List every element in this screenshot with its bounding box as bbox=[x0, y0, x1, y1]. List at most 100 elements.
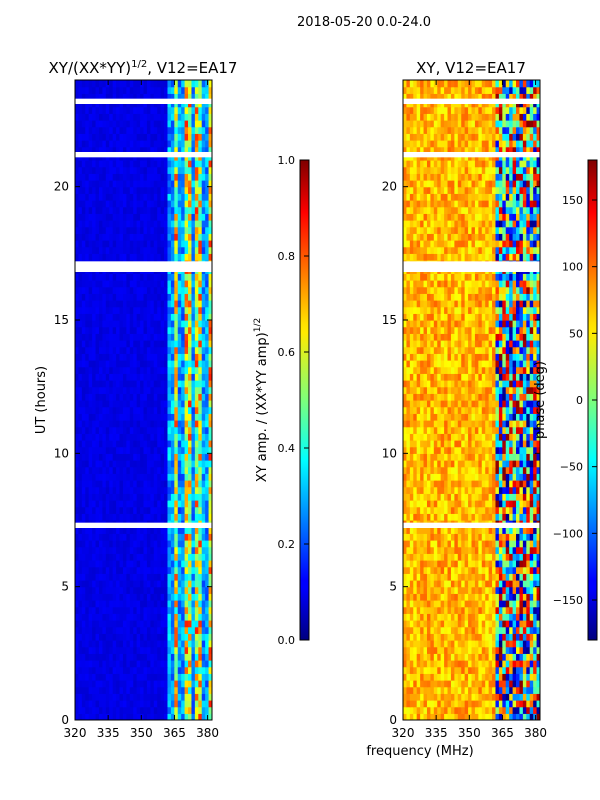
heatmap-cell bbox=[529, 633, 534, 641]
heatmap-cell bbox=[447, 566, 452, 574]
heatmap-cell bbox=[184, 533, 189, 541]
heatmap-cell bbox=[498, 593, 503, 601]
heatmap-cell bbox=[194, 540, 199, 548]
heatmap-cell bbox=[181, 186, 186, 194]
heatmap-cell bbox=[129, 180, 134, 188]
heatmap-cell bbox=[201, 613, 206, 621]
heatmap-cell bbox=[464, 633, 469, 641]
heatmap-cell bbox=[409, 706, 414, 714]
heatmap-cell bbox=[112, 220, 117, 228]
heatmap-cell bbox=[164, 640, 169, 648]
heatmap-cell bbox=[136, 360, 141, 368]
heatmap-cell bbox=[177, 253, 182, 261]
heatmap-cell bbox=[109, 546, 114, 554]
heatmap-cell bbox=[85, 700, 90, 708]
heatmap-cell bbox=[177, 366, 182, 374]
heatmap-cell bbox=[188, 426, 193, 434]
heatmap-cell bbox=[174, 106, 179, 114]
heatmap-cell bbox=[136, 660, 141, 668]
heatmap-cell bbox=[188, 293, 193, 301]
heatmap-cell bbox=[133, 346, 138, 354]
heatmap-cell bbox=[95, 273, 100, 281]
heatmap-cell bbox=[133, 686, 138, 694]
heatmap-cell bbox=[119, 326, 124, 334]
heatmap-cell bbox=[116, 160, 121, 168]
heatmap-cell bbox=[478, 600, 483, 608]
heatmap-cell bbox=[188, 406, 193, 414]
heatmap-cell bbox=[437, 540, 442, 548]
heatmap-cell bbox=[157, 673, 162, 681]
heatmap-cell bbox=[184, 500, 189, 508]
heatmap-cell bbox=[205, 706, 210, 714]
heatmap-cell bbox=[78, 393, 83, 401]
heatmap-cell bbox=[105, 160, 110, 168]
heatmap-cell bbox=[143, 613, 148, 621]
heatmap-cell bbox=[92, 673, 97, 681]
heatmap-cell bbox=[78, 366, 83, 374]
heatmap-cell bbox=[129, 706, 134, 714]
heatmap-cell bbox=[457, 553, 462, 561]
heatmap-cell bbox=[164, 373, 169, 381]
heatmap-cell bbox=[413, 646, 418, 654]
heatmap-cell bbox=[81, 706, 86, 714]
heatmap-cell bbox=[177, 666, 182, 674]
heatmap-cell bbox=[122, 373, 127, 381]
heatmap-cell bbox=[495, 560, 500, 568]
heatmap-cell bbox=[201, 233, 206, 241]
heatmap-cell bbox=[85, 533, 90, 541]
heatmap-cell bbox=[167, 413, 172, 421]
heatmap-cell bbox=[522, 566, 527, 574]
heatmap-cell bbox=[526, 613, 531, 621]
heatmap-cell bbox=[78, 606, 83, 614]
heatmap-cell bbox=[181, 166, 186, 174]
heatmap-cell bbox=[133, 420, 138, 428]
heatmap-cell bbox=[208, 226, 212, 234]
heatmap-cell bbox=[205, 280, 210, 288]
heatmap-cell bbox=[474, 573, 479, 581]
heatmap-cell bbox=[437, 713, 442, 720]
heatmap-cell bbox=[170, 646, 175, 654]
heatmap-cell bbox=[481, 686, 486, 694]
heatmap-cell bbox=[122, 706, 127, 714]
heatmap-cell bbox=[88, 226, 93, 234]
heatmap-cell bbox=[153, 366, 158, 374]
heatmap-cell bbox=[102, 280, 107, 288]
heatmap-cell bbox=[75, 366, 80, 374]
heatmap-cell bbox=[194, 106, 199, 114]
heatmap-cell bbox=[474, 593, 479, 601]
heatmap-cell bbox=[450, 653, 455, 661]
heatmap-cell bbox=[181, 700, 186, 708]
heatmap-cell bbox=[157, 106, 162, 114]
heatmap-cell bbox=[440, 593, 445, 601]
heatmap-cell bbox=[440, 653, 445, 661]
heatmap-cell bbox=[126, 120, 131, 128]
heatmap-cell bbox=[194, 466, 199, 474]
heatmap-cell bbox=[177, 180, 182, 188]
heatmap-cell bbox=[167, 380, 172, 388]
heatmap-cell bbox=[78, 80, 83, 88]
heatmap-cell bbox=[485, 713, 490, 720]
heatmap-cell bbox=[150, 246, 155, 254]
heatmap-cell bbox=[129, 200, 134, 208]
heatmap-cell bbox=[205, 600, 210, 608]
heatmap-cell bbox=[194, 80, 199, 88]
heatmap-cell bbox=[157, 113, 162, 121]
heatmap-cell bbox=[136, 366, 141, 374]
heatmap-cell bbox=[119, 220, 124, 228]
heatmap-cell bbox=[160, 626, 165, 634]
heatmap-cell bbox=[208, 653, 212, 661]
heatmap-cell bbox=[112, 373, 117, 381]
heatmap-cell bbox=[416, 606, 421, 614]
heatmap-cell bbox=[191, 600, 196, 608]
heatmap-cell bbox=[133, 320, 138, 328]
heatmap-cell bbox=[146, 493, 151, 501]
heatmap-cell bbox=[205, 646, 210, 654]
heatmap-cell bbox=[95, 360, 100, 368]
heatmap-cell bbox=[188, 540, 193, 548]
heatmap-cell bbox=[170, 93, 175, 101]
heatmap-cell bbox=[533, 546, 538, 554]
amplitude-colorbar-label: XY amp. / (XX*YY amp)1/2 bbox=[253, 318, 270, 482]
heatmap-cell bbox=[98, 126, 103, 134]
heatmap-cell bbox=[143, 593, 148, 601]
heatmap-cell bbox=[406, 573, 411, 581]
